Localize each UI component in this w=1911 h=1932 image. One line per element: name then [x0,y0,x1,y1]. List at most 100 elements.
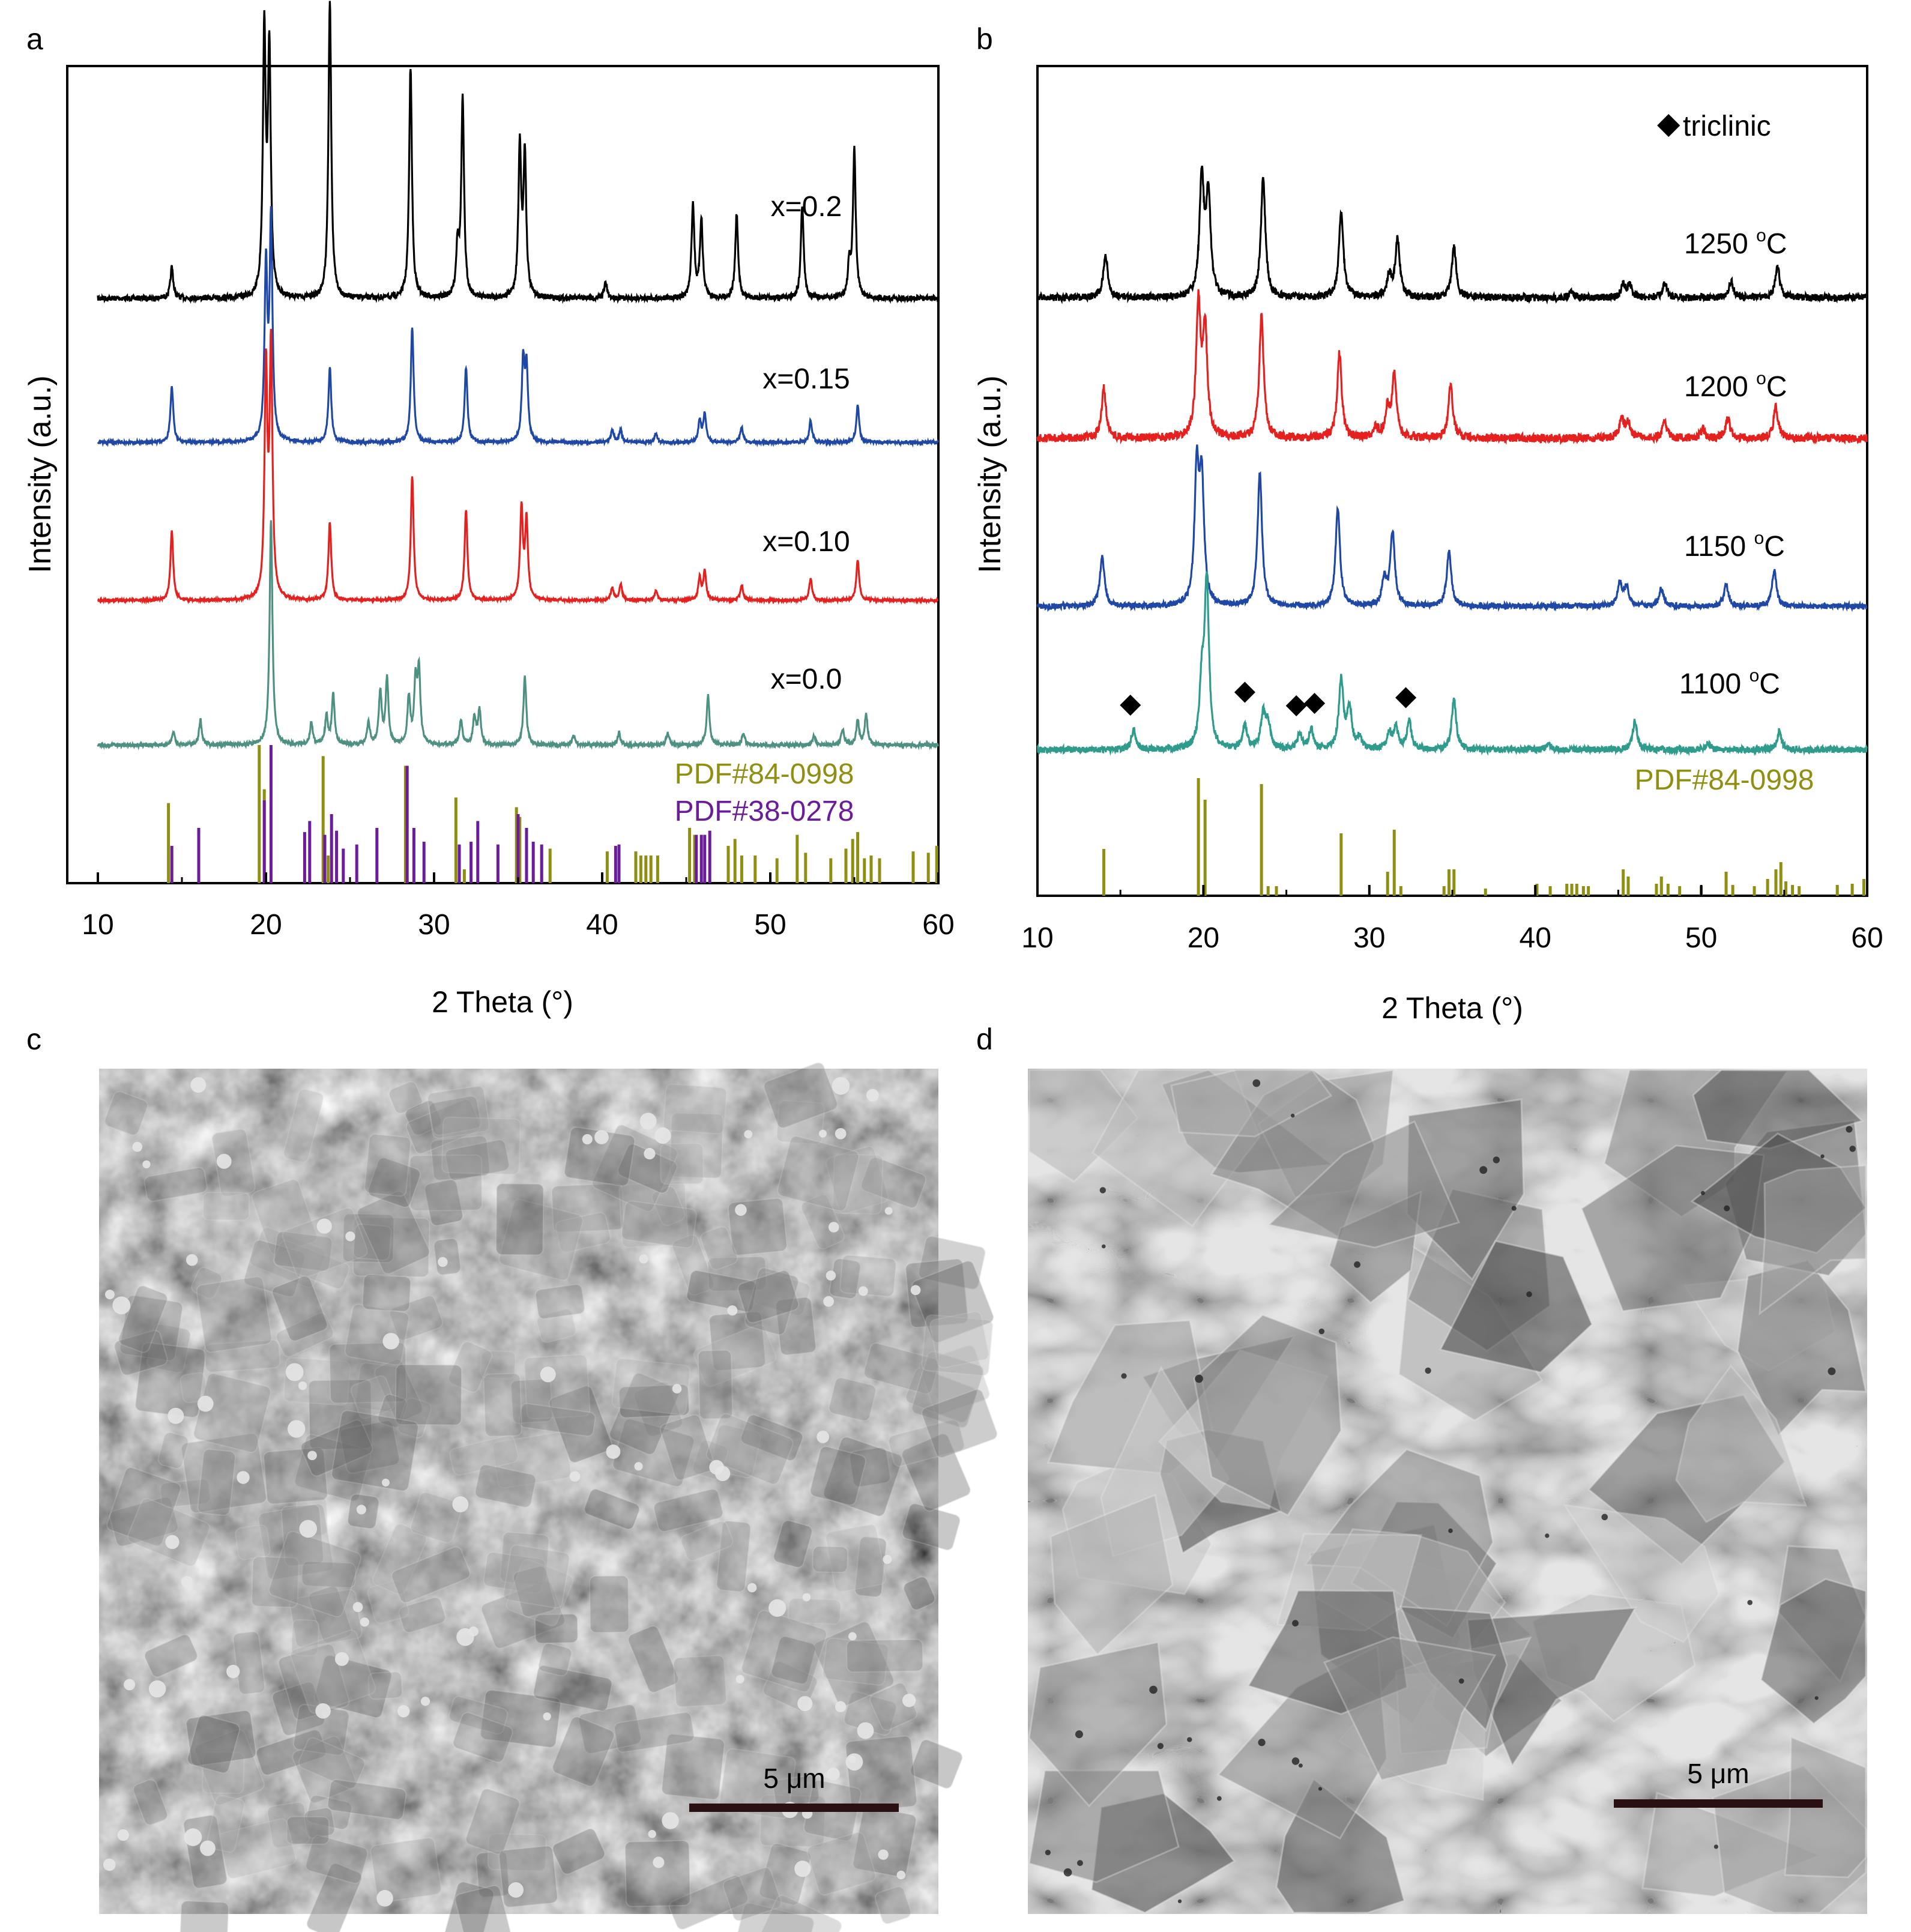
grain [722,1867,782,1922]
particle [382,1333,399,1350]
grain [218,1818,297,1879]
x-tick-label: 20 [1188,922,1219,954]
particle [735,1674,744,1683]
series-label-x0.10: x=0.10 [762,526,850,558]
grain [306,1795,352,1831]
pore [1298,1763,1303,1768]
grain [430,1135,491,1181]
pore [1121,1373,1127,1379]
diffraction-pattern [97,206,939,448]
plot-area-b: ◆ ◆ ◆◆ ◆ [1036,165,1868,896]
grain [308,1585,352,1644]
grain [672,1655,728,1708]
particle [237,1471,250,1484]
triclinic-marker: ◆ [1304,685,1326,716]
grain [444,1139,510,1182]
facet [1675,1364,1808,1523]
grain [361,1273,412,1312]
grain [292,1736,357,1804]
grain [146,1323,192,1374]
grain [905,1367,977,1423]
grain [609,1372,680,1455]
grain [800,1194,845,1250]
grain [465,1788,521,1855]
particle [639,1112,657,1130]
grain [160,1478,211,1508]
grain [186,1709,257,1767]
particle [181,1576,193,1588]
grain [328,1342,408,1404]
degree-sup: o [1756,369,1766,388]
grain [500,1532,550,1586]
grain [143,1167,208,1202]
facet [1170,1069,1333,1138]
series-label-1200C-value: 1200 [1684,371,1756,403]
particle [835,1701,847,1712]
pore [1526,1291,1532,1297]
particle [287,1420,306,1438]
reference-label-pdf84-0998-b: PDF#84-0998 [1635,764,1814,796]
grain [825,1146,889,1215]
pore [1290,1113,1295,1118]
particle [768,1599,786,1617]
particle [896,1870,906,1880]
particle [334,1652,349,1666]
diffraction-pattern [1036,165,1868,305]
grain [552,1828,606,1875]
pore [1291,1757,1300,1765]
facet [1562,1504,1720,1643]
particle [644,1148,656,1160]
grain [921,1389,998,1458]
grain [178,1900,229,1932]
grain [232,1631,266,1695]
grain [106,1467,181,1547]
grain [750,1894,842,1932]
grain [518,1402,596,1437]
grain [181,1432,267,1514]
grain [661,1733,725,1801]
diffraction-pattern [1036,289,1868,445]
x-axis-label-b: 2 Theta (°) [1381,991,1523,1025]
facet [1760,1578,1867,1725]
particle [797,1695,813,1712]
grain [612,1418,695,1488]
grain [339,1420,400,1474]
grain [289,1629,376,1714]
pore [1479,1166,1488,1174]
grain [448,1695,509,1735]
grain [243,1239,306,1297]
grain [191,1266,223,1299]
facet [1028,1769,1180,1883]
grain [705,1413,794,1485]
grain [197,1448,237,1516]
grain [394,1363,463,1426]
x-axis-a: 10 20 30 40 50 60 [82,872,955,941]
grain [548,1385,613,1464]
grain [250,1227,327,1288]
particle [883,1554,892,1564]
grain [454,1885,512,1932]
particle [168,1407,184,1424]
grain [693,1324,777,1387]
grain [483,1551,546,1594]
triclinic-marker: ◆ [1234,674,1256,705]
grain [671,1234,715,1296]
grain [849,1446,891,1488]
grain [202,1751,245,1795]
grain [740,1414,804,1461]
grain [513,1565,556,1618]
legend-marker-triclinic: ◆ [1657,106,1680,140]
series-label-x0.0: x=0.0 [771,663,842,695]
grain [367,1580,409,1625]
scale-bar-label-c: 5 μm [763,1763,825,1794]
x-tick-label: 30 [1353,922,1385,954]
grain [737,1270,800,1324]
pore [1724,1205,1730,1212]
pore [1425,1367,1431,1374]
particle [709,1460,724,1475]
grain [578,1704,642,1754]
grain [444,1881,495,1932]
particle [103,1858,116,1871]
facet [1266,1120,1461,1249]
particle [735,1204,747,1216]
